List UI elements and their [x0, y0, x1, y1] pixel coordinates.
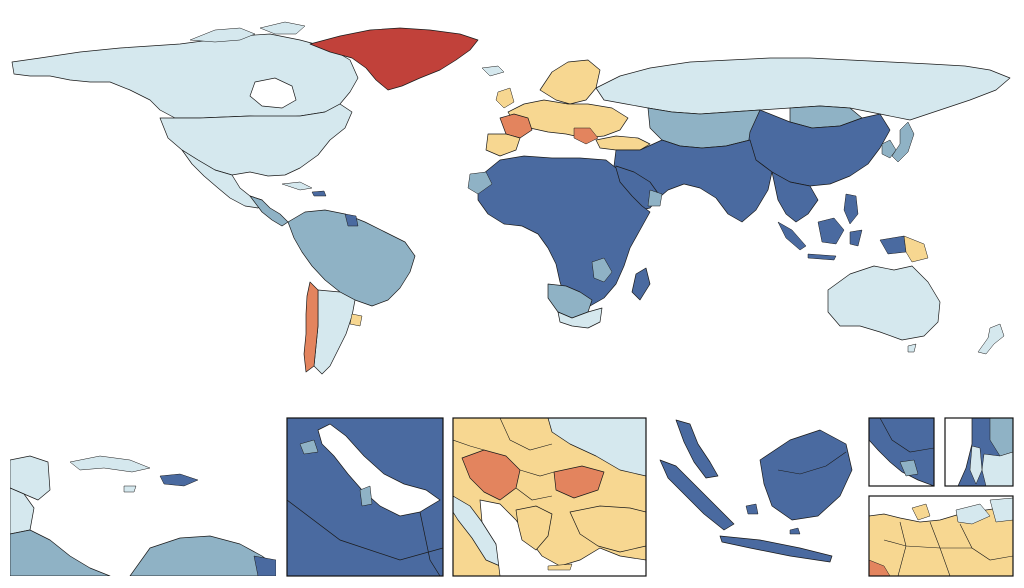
region-uk: [495, 87, 515, 109]
inset-caribbean-hispaniola: [159, 473, 199, 487]
region-western-europe: [507, 99, 629, 139]
inset-neur-baltic-state: [955, 503, 991, 525]
inset-caribbean-mexico: [10, 487, 35, 535]
inset-neur-russia-part: [989, 497, 1013, 523]
region-turkey: [595, 135, 651, 151]
inset-neur-border-4: [883, 539, 972, 549]
inset-southeast-asia: [659, 419, 853, 563]
inset-gulf-border-2: [419, 511, 441, 576]
region-new-zealand: [977, 323, 1005, 355]
inset-sea-sumatra: [659, 459, 735, 531]
region-balkans-main: [573, 127, 599, 145]
inset-frame-balkans: [452, 417, 647, 577]
inset-sea-border-borneo: [777, 451, 847, 475]
main-world-map: [11, 21, 1011, 375]
inset-balkans-bulgaria: [553, 465, 605, 499]
region-borneo: [817, 217, 845, 245]
inset-eastern-mediterranean: [945, 418, 1013, 486]
inset-caribbean-cuba: [69, 455, 151, 473]
region-central-america: [249, 195, 289, 227]
region-tasmania: [907, 343, 917, 353]
region-sulawesi: [849, 229, 863, 247]
inset-gulf-water: [317, 423, 441, 517]
region-south-africa: [557, 307, 603, 329]
region-madagascar: [631, 267, 651, 301]
inset-balkans-border-4: [515, 487, 553, 501]
inset-caribbean-guyana: [253, 555, 276, 576]
inset-balkans-greece: [515, 505, 553, 551]
region-arctic-islands-2: [259, 21, 306, 35]
inset-frame-persian-gulf: [286, 417, 444, 577]
region-scandinavia: [539, 59, 601, 105]
inset-sea-malay-peninsula: [675, 419, 719, 479]
region-southeast-asia-main: [771, 171, 819, 223]
inset-wafr-sea: [869, 439, 934, 486]
region-hudson-bay: [249, 77, 297, 109]
inset-sea-small-island-2: [789, 527, 801, 535]
inset-neur-denmark: [911, 503, 931, 521]
region-australia: [827, 265, 941, 341]
inset-persian-gulf: [287, 418, 443, 576]
inset-west-africa: [869, 418, 934, 486]
region-iceland: [481, 65, 505, 77]
region-java: [807, 253, 837, 261]
inset-balkans-border-1: [499, 418, 553, 451]
region-oman: [647, 189, 663, 207]
region-korea-japan: [881, 139, 897, 159]
inset-emed-israel: [969, 445, 983, 485]
inset-sea-java: [719, 535, 833, 563]
inset-wafr-border: [879, 418, 934, 453]
inset-sea-borneo: [759, 429, 853, 521]
inset-caribbean: [10, 455, 276, 576]
region-mozambique: [591, 257, 613, 283]
inset-neur-border-3: [959, 523, 1013, 561]
region-greenland: [309, 27, 479, 91]
inset-emed-sea: [945, 418, 973, 486]
inset-balkans-border-3: [519, 469, 555, 477]
region-iberia: [485, 133, 521, 157]
inset-frame-northern-europe: [868, 495, 1014, 577]
inset-balkans-turkey: [569, 505, 646, 553]
region-uruguay: [349, 313, 363, 327]
inset-northern-europe: [869, 496, 1013, 576]
inset-gulf-border-1: [287, 499, 443, 561]
region-cuba: [281, 181, 313, 191]
inset-gulf-kuwait: [299, 439, 319, 455]
region-philippines: [843, 193, 859, 225]
inset-balkans-crete: [547, 563, 573, 571]
region-new-guinea: [879, 235, 907, 255]
inset-caribbean-central-america: [10, 529, 111, 576]
region-canada-alaska: [11, 33, 359, 119]
region-hispaniola: [311, 190, 327, 197]
region-guyana: [344, 213, 359, 227]
inset-frame-eastern-mediterranean: [944, 417, 1014, 487]
inset-balkans-border-2: [453, 439, 485, 451]
region-arctic-islands: [189, 27, 256, 43]
inset-wafr-gambia: [899, 459, 919, 477]
inset-caribbean-jamaica: [123, 485, 137, 493]
inset-balkans: [453, 418, 646, 576]
inset-frame-west-africa: [868, 417, 935, 487]
inset-neur-france-corner: [869, 559, 891, 576]
inset-sea-small-island-1: [745, 503, 759, 515]
inset-caribbean-south-america: [129, 535, 276, 576]
region-western-sahara: [467, 171, 493, 195]
region-japan: [891, 121, 915, 163]
region-chile: [303, 281, 319, 373]
region-argentina: [313, 289, 356, 375]
inset-balkans-east: [547, 418, 646, 477]
inset-balkans-italy: [453, 495, 501, 567]
region-papua-new-guinea: [903, 235, 929, 263]
inset-gulf-qatar: [359, 485, 373, 507]
inset-neur-sea: [869, 496, 1013, 523]
inset-emed-jordan: [981, 451, 1013, 486]
region-sumatra: [777, 221, 807, 251]
